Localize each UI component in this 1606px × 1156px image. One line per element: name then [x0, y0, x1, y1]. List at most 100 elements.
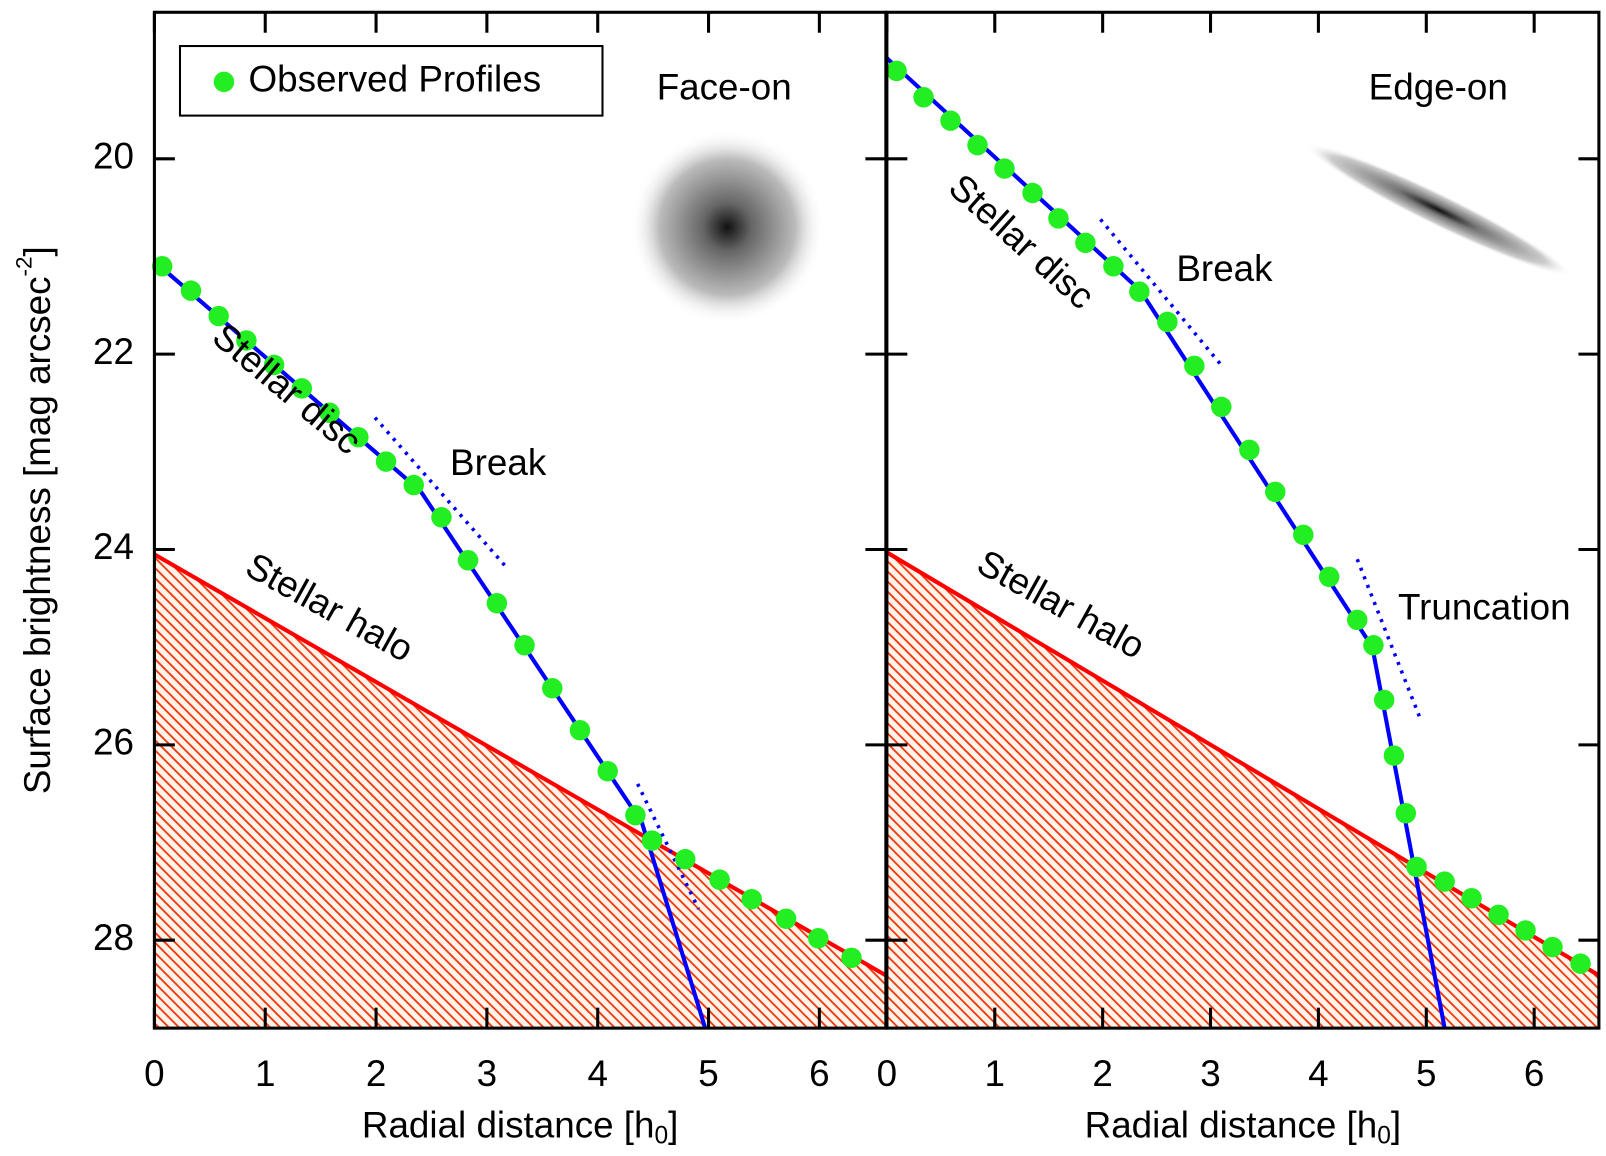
data-point	[180, 280, 202, 301]
x-tick-label: 0	[144, 1053, 164, 1094]
x-axis-label-text: Radial distance [h	[362, 1104, 655, 1145]
plot-area	[886, 56, 1599, 1029]
x-tick-label: 5	[698, 1053, 718, 1094]
data-point	[675, 848, 696, 870]
x-tick-label: 1	[985, 1053, 1005, 1094]
fit-line-dotted	[1099, 218, 1225, 369]
y-tick-label: 22	[93, 331, 134, 372]
data-point	[808, 928, 829, 949]
y-tick-label: 20	[93, 136, 134, 177]
data-point	[236, 330, 257, 351]
data-point	[1406, 856, 1427, 878]
data-point	[1048, 208, 1069, 229]
data-point	[841, 947, 862, 969]
fit-line-dotted	[373, 416, 510, 571]
x-tick-label: 3	[1200, 1053, 1220, 1094]
data-point	[208, 305, 229, 327]
x-tick-label: 0	[877, 1053, 897, 1094]
data-point	[1395, 803, 1417, 824]
annotation: Break	[450, 442, 547, 483]
x-axis-label: Radial distance [h0]	[1085, 1104, 1402, 1150]
data-point	[1211, 396, 1232, 418]
y-tick-label: 26	[93, 722, 134, 763]
data-point	[457, 550, 479, 571]
data-point	[1434, 871, 1455, 892]
data-point	[1265, 481, 1286, 503]
data-point	[403, 474, 424, 496]
data-point	[1318, 566, 1340, 588]
data-point	[1373, 689, 1395, 711]
x-tick-label: 6	[1524, 1053, 1544, 1094]
data-point	[1157, 311, 1178, 333]
data-point	[741, 888, 762, 910]
data-point	[1461, 887, 1482, 909]
data-point	[319, 402, 340, 423]
legend-box	[178, 45, 604, 117]
fit-line-dotted	[1355, 558, 1422, 719]
x-tick-label: 3	[477, 1053, 497, 1094]
annotation: Edge-on	[1369, 67, 1508, 108]
data-point	[1075, 232, 1096, 254]
data-point	[1570, 953, 1591, 974]
data-point	[1184, 355, 1205, 377]
x-tick-label: 5	[1416, 1053, 1436, 1094]
annotation: Face-on	[657, 67, 792, 108]
axes-frame	[885, 10, 1601, 1030]
annotation: Stellar disc	[205, 315, 369, 462]
data-point	[1515, 920, 1536, 941]
data-point	[375, 451, 397, 472]
data-point	[775, 908, 797, 929]
y-axis-label-sup: -2	[11, 256, 36, 276]
x-axis-label-end: ]	[668, 1104, 678, 1145]
data-point	[514, 634, 535, 656]
x-axis-label: Radial distance [h0]	[362, 1104, 679, 1150]
annotation: Break	[1176, 248, 1273, 289]
data-point	[597, 761, 618, 782]
data-point	[1293, 524, 1314, 546]
disc-line	[886, 56, 1447, 1029]
data-point	[151, 256, 173, 277]
data-point	[940, 110, 961, 131]
x-axis-label-end: ]	[1391, 1104, 1401, 1145]
data-point	[291, 378, 313, 399]
data-point	[1022, 182, 1043, 204]
legend-marker	[213, 71, 235, 93]
y-axis-label: Surface brightness [mag arcsec-2]	[11, 246, 57, 794]
x-axis-label-sub: 0	[655, 1123, 669, 1150]
x-tick-label: 4	[587, 1053, 607, 1094]
data-point	[1103, 256, 1124, 277]
data-point	[641, 830, 663, 851]
data-point	[1363, 634, 1384, 656]
data-point	[1488, 904, 1509, 926]
data-point	[967, 134, 988, 156]
x-tick-label: 6	[809, 1053, 829, 1094]
halo-area	[154, 554, 886, 1029]
data-point	[1129, 281, 1150, 302]
data-point	[625, 804, 646, 826]
data-point	[1239, 439, 1260, 461]
data-point	[569, 719, 591, 741]
y-axis-label-text: Surface brightness [mag arcsec	[17, 276, 58, 794]
y-tick-label: 24	[93, 526, 134, 567]
galaxy-image	[630, 129, 825, 325]
data-point	[263, 354, 285, 376]
disc-line	[154, 259, 708, 1029]
x-axis-label-sub: 0	[1377, 1123, 1391, 1150]
data-point	[431, 507, 452, 528]
y-tick-label: 28	[93, 917, 134, 958]
data-point	[994, 158, 1015, 179]
plot-area	[154, 259, 886, 1029]
data-point	[542, 677, 563, 699]
x-tick-label: 2	[1092, 1053, 1112, 1094]
data-point	[348, 426, 369, 448]
data-point	[1542, 936, 1563, 958]
y-axis-label-end: ]	[17, 246, 58, 256]
data-point	[1383, 745, 1405, 766]
galaxy-image	[1304, 143, 1572, 277]
data-point	[1347, 609, 1368, 631]
x-tick-label: 1	[255, 1053, 275, 1094]
annotation: Truncation	[1398, 586, 1571, 627]
data-point	[913, 87, 934, 108]
